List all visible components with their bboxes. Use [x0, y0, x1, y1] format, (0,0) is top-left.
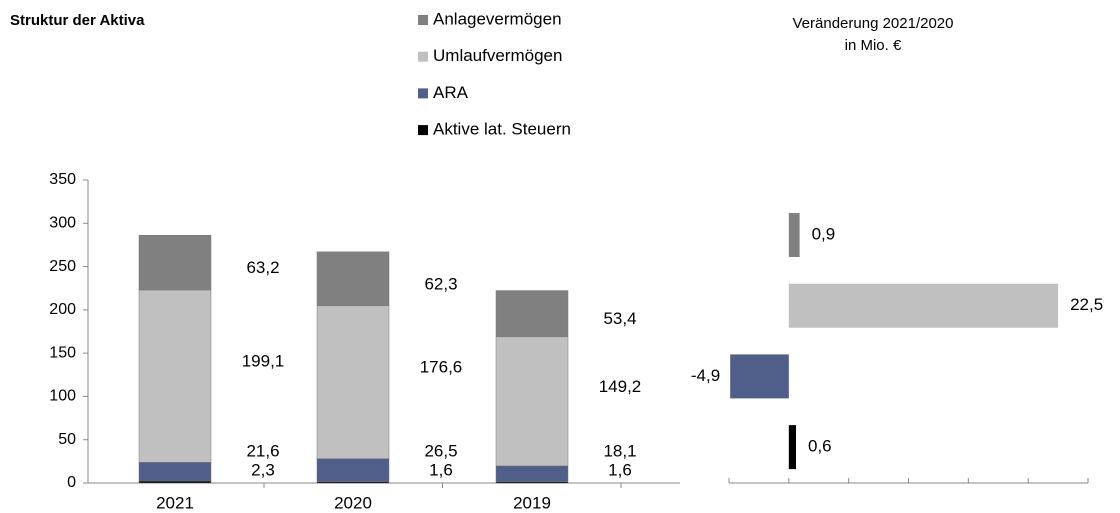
value-label: 149,2: [599, 377, 642, 396]
value-label: 176,6: [420, 358, 463, 377]
value-label: 0,6: [808, 437, 832, 456]
y-tick-label: 300: [49, 215, 76, 232]
legend-swatch: [418, 15, 428, 25]
value-label: 0,9: [812, 224, 836, 243]
value-label: 63,2: [246, 258, 279, 277]
bar: [788, 283, 1059, 328]
value-label: 26,5: [424, 441, 457, 460]
y-tick-label: 200: [49, 301, 76, 318]
chart-title: Veränderung 2021/2020: [793, 15, 954, 32]
legend-swatch: [418, 88, 428, 99]
x-tick-label: 2021: [156, 493, 194, 512]
bar-segment: [138, 462, 212, 482]
bar-segment: [138, 289, 212, 463]
bar-segment: [495, 290, 569, 338]
bar-segment: [316, 251, 390, 307]
value-label: 62,3: [424, 274, 457, 293]
x-tick-label: 2019: [513, 493, 551, 512]
legend-label: Anlagevermögen: [433, 9, 562, 28]
value-label: 199,1: [242, 352, 285, 371]
y-tick-label: 250: [49, 258, 76, 275]
bar-segment: [138, 480, 212, 484]
y-tick-label: 350: [49, 171, 76, 188]
bar-segment: [316, 458, 390, 482]
legend-swatch: [418, 125, 428, 136]
bar: [788, 213, 800, 257]
bar: [788, 425, 797, 470]
y-tick-label: 0: [67, 474, 76, 491]
value-label: 18,1: [603, 441, 636, 460]
bar-segment: [138, 234, 212, 291]
value-label: 21,6: [246, 441, 279, 460]
legend-label: Umlaufvermögen: [433, 46, 562, 65]
legend-label: Aktive lat. Steuern: [433, 120, 571, 139]
x-tick-label: 2020: [334, 493, 372, 512]
value-label: 53,4: [603, 309, 636, 328]
value-label: 22,5: [1070, 295, 1103, 314]
value-label: -4,9: [691, 366, 720, 385]
value-label: 1,6: [608, 460, 632, 479]
value-label: 2,3: [251, 460, 275, 479]
y-tick-label: 50: [58, 431, 76, 448]
y-tick-label: 150: [49, 344, 76, 361]
value-label: 1,6: [429, 460, 453, 479]
bar-segment: [495, 336, 569, 467]
bar-segment: [316, 305, 390, 459]
y-tick-label: 100: [49, 388, 76, 405]
bar-segment: [495, 465, 569, 482]
bar: [730, 354, 789, 399]
chart-title: Struktur der Aktiva: [10, 12, 145, 29]
chart-subtitle: in Mio. €: [845, 37, 902, 54]
legend-label: ARA: [433, 83, 469, 102]
legend-swatch: [418, 51, 428, 62]
